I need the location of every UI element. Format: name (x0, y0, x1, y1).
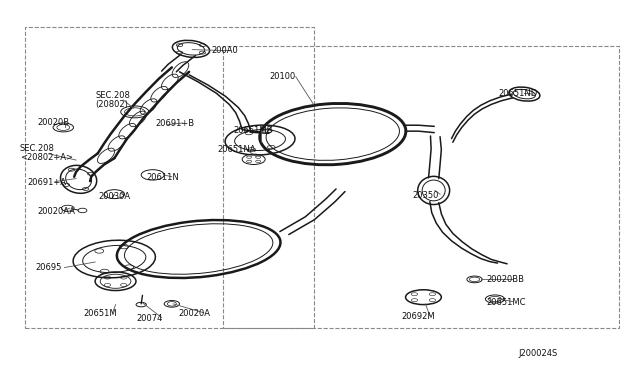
Text: SEC.208: SEC.208 (95, 91, 130, 100)
Text: <20802+A>: <20802+A> (20, 153, 73, 161)
Text: 20691+A: 20691+A (28, 178, 67, 187)
Text: 20651M: 20651M (84, 310, 117, 318)
Text: 20651ND: 20651ND (499, 89, 538, 98)
Text: 20691+B: 20691+B (156, 119, 195, 128)
Text: 20651MC: 20651MC (486, 298, 525, 307)
Text: 200A0: 200A0 (211, 46, 238, 55)
Text: 20020A: 20020A (178, 310, 210, 318)
Text: 20350: 20350 (413, 191, 439, 200)
Text: 20020BB: 20020BB (486, 275, 524, 284)
Text: 20611N: 20611N (147, 173, 179, 182)
Text: 20020B: 20020B (38, 119, 70, 128)
Text: 20651MB: 20651MB (234, 126, 273, 135)
Text: J200024S: J200024S (518, 349, 557, 358)
Text: SEC.208: SEC.208 (20, 144, 55, 153)
Text: 20020AA: 20020AA (38, 207, 76, 216)
Text: 20695: 20695 (36, 263, 62, 272)
Text: 20651NA: 20651NA (218, 145, 257, 154)
Text: 20030A: 20030A (99, 192, 131, 201)
Text: (20802): (20802) (95, 100, 128, 109)
Text: 20692M: 20692M (402, 312, 435, 321)
Text: 20100: 20100 (269, 72, 295, 81)
Text: 20074: 20074 (136, 314, 163, 323)
